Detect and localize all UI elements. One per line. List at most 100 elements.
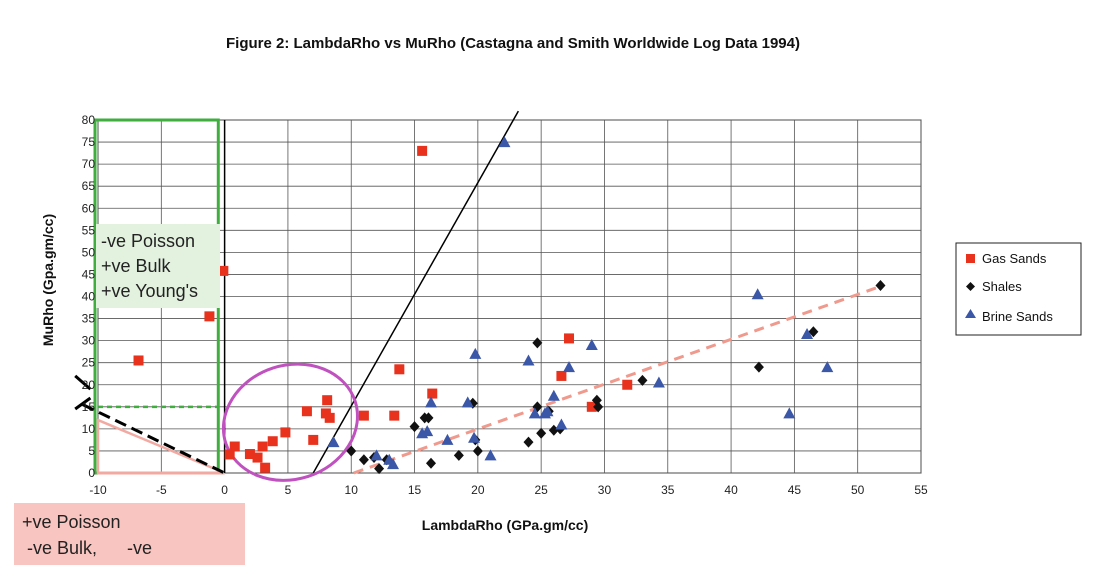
gas-sand-point — [252, 452, 263, 463]
legend-marker-shales — [966, 282, 975, 291]
x-tick-label: 40 — [724, 483, 738, 497]
x-tick-label: 30 — [598, 483, 612, 497]
x-axis-title: LambdaRho (GPa.gm/cc) — [422, 517, 588, 533]
brine-sand-point — [424, 396, 437, 408]
shale-point — [532, 337, 543, 349]
gas-sand-point — [417, 145, 428, 156]
gas-sand-point — [218, 265, 229, 276]
y-tick-label: 20 — [82, 378, 96, 392]
gas-sand-point — [260, 462, 271, 473]
brine-sand-point — [441, 433, 454, 445]
gas-sand-point — [257, 441, 268, 452]
brine-sand-point — [563, 361, 576, 373]
gas-sand-point — [586, 401, 597, 412]
brine-sand-point — [468, 431, 481, 443]
shale-point — [875, 279, 886, 291]
shale-point — [753, 361, 764, 373]
data-points — [133, 136, 886, 475]
y-tick-label: 50 — [82, 245, 96, 259]
y-tick-label: 35 — [82, 312, 96, 326]
positive-poisson-line-2: -ve Bulk, -ve — [22, 538, 152, 558]
boundary-line-extension-upper — [74, 374, 92, 391]
gas-sand-point — [301, 406, 312, 417]
x-tick-label: 55 — [914, 483, 928, 497]
x-tick-label: 45 — [788, 483, 802, 497]
shale-point — [472, 445, 483, 457]
boundary-line-extension-lower — [74, 396, 92, 411]
gas-sand-point — [204, 311, 215, 322]
gas-sand-point — [224, 449, 235, 460]
gas-sand-ellipse — [221, 362, 359, 482]
brine-sand-point — [547, 389, 560, 401]
shale-point — [523, 436, 534, 448]
trend-line — [353, 284, 884, 475]
x-tick-label: 25 — [534, 483, 548, 497]
gas-sand-point — [280, 427, 291, 438]
trend-line — [312, 110, 520, 474]
brine-sand-point — [387, 458, 400, 470]
gas-sand-highlight-ellipse — [221, 362, 359, 482]
shale-point — [548, 424, 559, 436]
brine-sand-point — [801, 328, 814, 340]
gas-sand-point — [394, 364, 405, 375]
gas-sand-point — [322, 395, 333, 406]
brine-sand-point — [469, 347, 482, 359]
gas-sand-point — [308, 434, 319, 445]
negative-poisson-line-3: +ve Young's — [101, 281, 198, 301]
legend-label-brine-sands: Brine Sands — [982, 309, 1053, 324]
y-tick-label: 45 — [82, 267, 96, 281]
legend-marker-brine-sands — [965, 309, 976, 318]
brine-sand-point — [652, 376, 665, 388]
x-tick-label: 0 — [221, 483, 228, 497]
legend-frame — [955, 242, 1082, 336]
grid — [97, 119, 922, 474]
y-tick-label: 0 — [88, 466, 95, 480]
axis-tick-labels: -10 -5 0 5 10 15 20 25 30 35 40 45 50 55 0 5 10 15 20 25 30 3… — [82, 113, 928, 497]
gas-sand-point — [133, 355, 144, 366]
y-tick-label: 5 — [88, 444, 95, 458]
gas-sand-point — [556, 370, 567, 381]
y-tick-label: 55 — [82, 223, 96, 237]
brine-sand-point — [751, 288, 764, 300]
brine-sand-point — [327, 436, 340, 448]
x-tick-label: 15 — [408, 483, 422, 497]
y-axis-title: MuRho (Gpa.gm/cc) — [40, 214, 56, 346]
x-tick-label: 5 — [285, 483, 292, 497]
shale-point — [536, 427, 547, 439]
y-tick-label: 70 — [82, 157, 96, 171]
shale-point — [425, 457, 436, 469]
legend-marker-gas-sands — [966, 254, 975, 263]
stability-regions — [74, 118, 226, 475]
brine-sand-point — [370, 449, 383, 461]
x-tick-label: 50 — [851, 483, 865, 497]
x-tick-label: 20 — [471, 483, 485, 497]
brine-sand-point — [555, 418, 568, 430]
gas-sand-point — [229, 441, 240, 452]
brine-sand-point — [421, 425, 434, 437]
y-tick-label: 15 — [82, 400, 96, 414]
negative-poisson-line-1: -ve Poisson — [101, 231, 195, 251]
brine-sand-point — [783, 407, 796, 419]
bulk-zero-boundary-line — [82, 403, 226, 475]
shale-point — [346, 445, 357, 457]
y-tick-label: 65 — [82, 179, 96, 193]
y-tick-label: 60 — [82, 201, 96, 215]
brine-sand-point — [522, 354, 535, 366]
x-tick-label: 10 — [345, 483, 359, 497]
positive-poisson-annotation: +ve Poisson -ve Bulk, -ve — [14, 503, 245, 565]
shale-point — [374, 463, 385, 475]
gas-sand-point — [267, 436, 278, 447]
negative-poisson-annotation: -ve Poisson +ve Bulk +ve Young's — [96, 224, 220, 308]
brine-sand-point — [498, 136, 511, 148]
shale-point — [453, 449, 464, 461]
y-tick-label: 30 — [82, 334, 96, 348]
legend-label-shales: Shales — [982, 279, 1022, 294]
y-tick-label: 25 — [82, 356, 96, 370]
shale-point — [808, 326, 819, 338]
gas-sand-point — [358, 410, 369, 421]
legend: Gas Sands Shales Brine Sands — [955, 242, 1082, 336]
shale-point — [423, 412, 434, 424]
gas-sand-point — [622, 379, 633, 390]
gas-sand-point — [427, 388, 438, 399]
y-tick-label: 75 — [82, 135, 96, 149]
